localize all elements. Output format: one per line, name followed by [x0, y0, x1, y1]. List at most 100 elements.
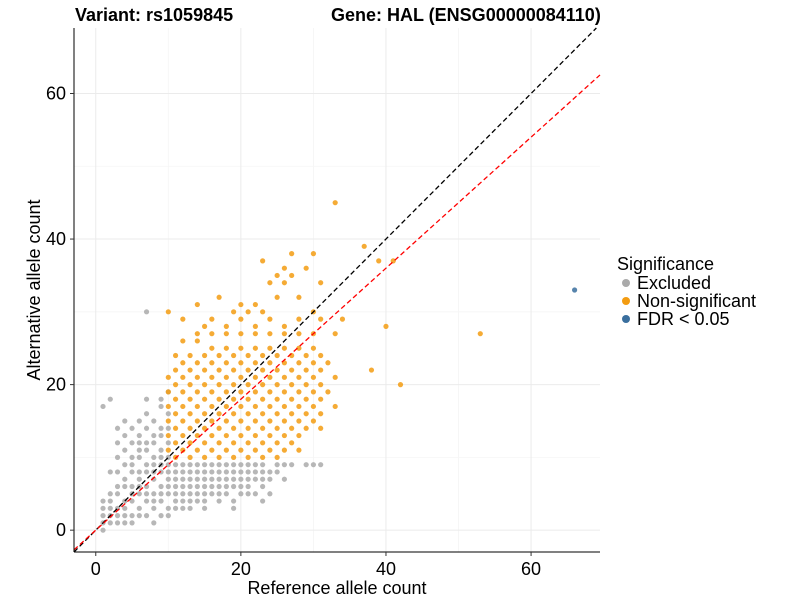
point-excluded — [165, 491, 171, 497]
point-non-significant — [180, 447, 186, 453]
point-non-significant — [303, 425, 309, 431]
point-excluded — [136, 513, 142, 519]
x-axis-title: Reference allele count — [247, 578, 426, 598]
point-non-significant — [201, 440, 208, 446]
point-non-significant — [245, 352, 251, 359]
point-excluded — [151, 462, 157, 468]
point-non-significant — [245, 367, 251, 373]
point-non-significant — [201, 411, 208, 417]
legend-label-fdr: FDR < 0.05 — [637, 309, 730, 329]
point-excluded — [252, 476, 258, 482]
point-excluded — [260, 469, 266, 475]
x-tick-label: 60 — [521, 559, 541, 579]
point-excluded — [151, 520, 157, 526]
point-excluded — [165, 505, 171, 511]
point-non-significant — [267, 280, 273, 286]
y-tick-label: 0 — [56, 520, 66, 540]
point-non-significant — [303, 396, 309, 402]
point-non-significant — [361, 243, 367, 249]
point-excluded — [172, 498, 179, 504]
point-excluded — [180, 491, 186, 497]
point-non-significant — [223, 418, 229, 424]
point-excluded — [143, 440, 150, 446]
point-excluded — [260, 483, 266, 490]
reference-lines — [73, 27, 601, 553]
point-excluded — [158, 498, 164, 504]
point-excluded — [274, 469, 280, 475]
point-excluded — [201, 476, 208, 482]
reference-line-fit — [73, 74, 601, 551]
point-excluded — [180, 469, 186, 475]
point-excluded — [194, 462, 200, 468]
point-excluded — [122, 476, 128, 482]
point-non-significant — [281, 403, 287, 410]
point-non-significant — [267, 316, 273, 322]
point-non-significant — [209, 403, 215, 410]
point-non-significant — [332, 374, 338, 380]
point-excluded — [151, 498, 157, 504]
point-non-significant — [238, 301, 244, 308]
point-non-significant — [325, 389, 331, 395]
point-non-significant — [231, 454, 237, 460]
point-non-significant — [216, 382, 222, 388]
chart-title-variant: Variant: rs1059845 — [75, 5, 233, 25]
point-non-significant — [274, 382, 280, 388]
point-non-significant — [260, 411, 266, 417]
point-excluded — [136, 469, 142, 475]
point-excluded — [172, 483, 179, 490]
point-excluded — [107, 505, 113, 511]
point-excluded — [238, 476, 244, 482]
point-non-significant — [172, 367, 179, 373]
point-excluded — [260, 462, 266, 468]
point-non-significant — [231, 440, 237, 446]
point-non-significant — [260, 352, 266, 359]
point-non-significant — [223, 389, 229, 395]
point-non-significant — [165, 418, 171, 424]
point-non-significant — [310, 251, 317, 257]
point-excluded — [114, 483, 121, 490]
point-excluded — [143, 425, 150, 431]
point-excluded — [158, 432, 164, 439]
point-excluded — [165, 513, 171, 519]
point-excluded — [165, 440, 171, 446]
point-excluded — [187, 483, 193, 490]
point-non-significant — [194, 331, 200, 337]
point-non-significant — [318, 382, 324, 388]
point-excluded — [114, 520, 121, 526]
point-non-significant — [238, 403, 244, 410]
point-excluded — [122, 505, 128, 511]
point-non-significant — [165, 309, 171, 315]
point-excluded — [107, 491, 113, 497]
point-excluded — [100, 505, 106, 511]
point-non-significant — [303, 411, 309, 417]
point-non-significant — [260, 396, 266, 402]
point-non-significant — [201, 454, 208, 460]
point-non-significant — [238, 418, 244, 424]
point-non-significant — [194, 389, 200, 395]
point-non-significant — [310, 418, 317, 424]
point-non-significant — [260, 440, 266, 446]
point-non-significant — [332, 403, 338, 410]
point-non-significant — [376, 258, 382, 264]
point-non-significant — [238, 432, 244, 439]
point-excluded — [238, 462, 244, 468]
point-excluded — [180, 462, 186, 468]
point-non-significant — [245, 440, 251, 446]
point-excluded — [318, 462, 324, 468]
point-non-significant — [180, 403, 186, 410]
point-non-significant — [194, 301, 200, 308]
point-non-significant — [223, 323, 229, 329]
point-excluded — [172, 491, 179, 497]
point-non-significant — [296, 360, 302, 366]
point-non-significant — [260, 382, 266, 388]
point-non-significant — [318, 367, 324, 373]
point-excluded — [194, 476, 200, 482]
point-non-significant — [245, 396, 251, 402]
y-tick-label: 20 — [46, 375, 66, 395]
point-excluded — [129, 498, 135, 504]
point-excluded — [143, 491, 150, 497]
point-non-significant — [180, 374, 186, 380]
point-excluded — [245, 462, 251, 468]
point-non-significant — [172, 440, 179, 446]
